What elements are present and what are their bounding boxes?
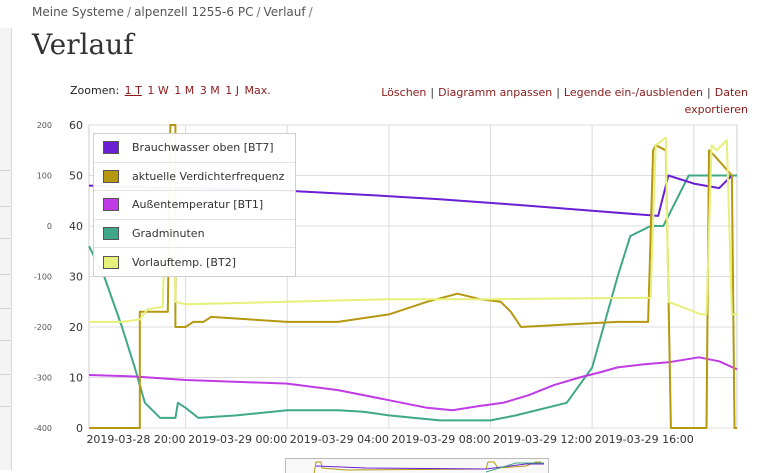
range-navigator[interactable] (285, 458, 549, 473)
y-tick-label: 60 (69, 119, 83, 132)
y2-tick-label: -300 (34, 374, 52, 383)
legend-label: Brauchwasser oben [BT7] (132, 141, 274, 155)
zoom-label: Zoomen: (70, 84, 120, 97)
y-tick-label: 50 (69, 170, 83, 183)
breadcrumb-item-device[interactable]: alpenzell 1255-6 PC (134, 5, 254, 19)
y2-tick-label: -100 (34, 273, 52, 282)
breadcrumb-item-history[interactable]: Verlauf (263, 5, 306, 19)
series-line (88, 356, 738, 412)
zoom-1-month[interactable]: 1 M (174, 84, 195, 97)
breadcrumb-separator: / (308, 5, 313, 19)
legend-label: Gradminuten (132, 227, 205, 241)
chart-actions: Löschen | Diagramm anpassen | Legende ein-/a… (353, 84, 748, 118)
zoom-controls: Zoomen: 1 T 1 W 1 M 3 M 1 J Max. (70, 84, 271, 97)
legend-item-bt1[interactable]: Außentemperatur [BT1] (94, 191, 295, 220)
legend-item-compressor[interactable]: aktuelle Verdichterfrequenz (94, 163, 295, 192)
x-tick-label: 2019-03-29 08:00 (391, 433, 490, 446)
action-separator: | (430, 86, 435, 99)
legend-swatch (103, 198, 119, 212)
breadcrumb: Meine Systeme / alpenzell 1255-6 PC / Verlau… (32, 5, 316, 19)
y-tick-label: 10 (69, 372, 83, 385)
y-tick-label: 40 (69, 220, 83, 233)
y-tick-label: 20 (69, 321, 83, 334)
action-separator: | (556, 86, 560, 99)
series-line (89, 136, 737, 323)
x-tick-label: 2019-03-29 00:00 (188, 433, 287, 446)
page-title: Verlauf (32, 28, 134, 61)
x-tick-label: 2019-03-29 12:00 (493, 433, 592, 446)
action-separator: | (707, 86, 711, 99)
y2-tick-label: 200 (37, 121, 52, 130)
legend-swatch (103, 141, 119, 155)
y2-tick-label: 0 (47, 222, 52, 231)
x-tick-label: 2019-03-28 20:00 (86, 433, 185, 446)
zoom-3-months[interactable]: 3 M (199, 84, 220, 97)
breadcrumb-separator: / (127, 5, 132, 19)
adjust-chart-link[interactable]: Diagramm anpassen (438, 86, 553, 99)
legend-swatch (103, 255, 119, 269)
navigator-preview (313, 461, 544, 473)
breadcrumb-separator: / (256, 5, 261, 19)
zoom-1-year[interactable]: 1 J (225, 84, 239, 97)
legend-label: Vorlauftemp. [BT2] (132, 255, 236, 269)
breadcrumb-item-systems[interactable]: Meine Systeme (32, 5, 125, 19)
legend-item-bt2[interactable]: Vorlauftemp. [BT2] (94, 248, 295, 276)
x-tick-label: 2019-03-29 16:00 (595, 433, 694, 446)
y-tick-label: 30 (69, 271, 83, 284)
zoom-1-week[interactable]: 1 W (147, 84, 169, 97)
legend-swatch (103, 169, 119, 183)
left-sidebar-edge (0, 28, 12, 470)
legend-swatch (103, 227, 119, 241)
legend-item-degree-minutes[interactable]: Gradminuten (94, 220, 295, 249)
y2-tick-label: -200 (34, 323, 52, 332)
legend-label: Außentemperatur [BT1] (132, 198, 264, 212)
chart-legend: Brauchwasser oben [BT7] aktuelle Verdich… (93, 133, 296, 277)
export-data-link[interactable]: Daten exportieren (684, 86, 748, 116)
legend-label: aktuelle Verdichterfrequenz (132, 169, 285, 183)
legend-item-bt7[interactable]: Brauchwasser oben [BT7] (94, 134, 295, 163)
y2-tick-label: -400 (34, 424, 52, 433)
zoom-max[interactable]: Max. (244, 84, 271, 97)
x-tick-label: 2019-03-29 04:00 (290, 433, 389, 446)
y-tick-label: 0 (76, 422, 83, 435)
y2-tick-label: 100 (37, 172, 52, 181)
series-line (88, 174, 737, 422)
delete-link[interactable]: Löschen (381, 86, 427, 99)
toggle-legend-link[interactable]: Legende ein-/ausblenden (563, 86, 704, 99)
zoom-1-day[interactable]: 1 T (124, 84, 142, 97)
